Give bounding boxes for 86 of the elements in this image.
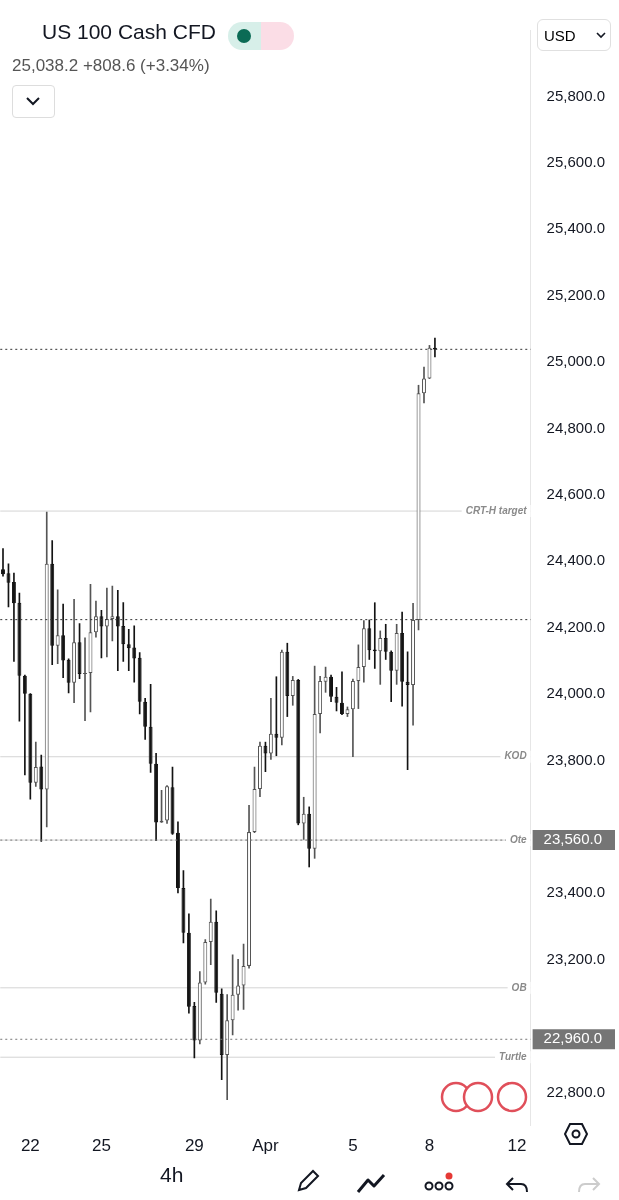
candlestick: [383, 623, 388, 660]
text: 4h: [160, 1163, 184, 1187]
candlestick: [290, 676, 295, 706]
candlestick: [137, 652, 142, 715]
candlestick: [50, 540, 55, 666]
candlestick: [219, 988, 224, 1081]
ref-line-label: KOD: [504, 750, 527, 762]
y-tick-label: 22,800.0: [546, 1082, 605, 1100]
candlestick: [203, 939, 208, 985]
candlestick: [258, 741, 262, 797]
candlestick: [247, 804, 252, 969]
candlestick: [99, 610, 104, 659]
candlestick: [329, 674, 334, 702]
y-tick-label: 25,600.0: [546, 152, 605, 170]
candlestick: [175, 821, 180, 894]
x-tick-label: 29: [184, 1136, 204, 1156]
y-tick-label: 25,000.0: [546, 352, 605, 370]
y-tick-label: 23,200.0: [546, 949, 605, 967]
y-tick-label: 24,400.0: [546, 551, 605, 569]
candlestick: [55, 589, 60, 665]
ref-line-label: 23,560.0: [543, 830, 602, 848]
candlestick: [192, 1002, 197, 1059]
candlestick: [39, 754, 44, 842]
candlestick: [263, 741, 268, 773]
candlestick: [323, 666, 328, 693]
x-tick-label: 25: [91, 1136, 111, 1156]
y-tick-label: 23,400.0: [546, 883, 605, 901]
y-tick-label: 25,200.0: [546, 285, 605, 303]
candlestick: [11, 572, 16, 662]
candlestick: [230, 954, 235, 1036]
candlestick: [340, 671, 344, 715]
candlestick: [17, 592, 22, 722]
candlestick: [301, 796, 306, 840]
y-tick-label: 24,000.0: [546, 684, 605, 702]
ref-line-label: Ote: [509, 833, 528, 845]
x-tick-label: 8: [424, 1136, 435, 1156]
y-tick-label: 24,200.0: [546, 617, 605, 635]
candlestick: [312, 665, 317, 859]
candlestick: [394, 623, 399, 685]
candlestick: [6, 563, 11, 608]
candlestick: [422, 366, 426, 404]
candlestick: [427, 345, 432, 379]
candlestick: [83, 637, 87, 721]
candlestick: [165, 785, 169, 824]
candlestick: [148, 684, 153, 773]
y-tick-label: 24,800.0: [546, 418, 605, 436]
candlestick: [241, 943, 246, 1010]
candlestick: [1, 548, 5, 577]
candlestick: [93, 600, 98, 638]
text: 25,038.2 +808.6 (+3.34%): [12, 56, 210, 76]
chart-title: US 100 Cash CFD: [42, 20, 216, 44]
y-tick-label: 23,800.0: [546, 750, 605, 768]
candlestick: [378, 630, 383, 685]
candlestick: [115, 590, 120, 672]
candlestick: [66, 658, 71, 694]
ref-line-label: CRT-H target: [465, 504, 528, 516]
candlestick: [121, 602, 126, 662]
candlestick: [285, 642, 290, 717]
y-tick-label: 25,800.0: [546, 86, 605, 104]
x-tick-label: 22: [20, 1136, 40, 1156]
candlestick: [208, 898, 213, 965]
candlestick: [132, 625, 137, 683]
y-tick-label: 25,400.0: [546, 219, 605, 237]
y-tick-label: 24,600.0: [546, 484, 605, 502]
candlestick: [367, 619, 372, 660]
candlestick: [77, 623, 82, 680]
candlestick: [274, 676, 279, 757]
candlestick: [28, 693, 33, 800]
candlestick: [236, 958, 241, 1011]
candlestick: [22, 674, 27, 776]
candlestick: [45, 511, 48, 828]
ref-line-label: 22,960.0: [543, 1029, 602, 1047]
candlestick: [345, 706, 350, 717]
candlestick: [181, 870, 186, 944]
ref-line-label: Turtle: [499, 1050, 528, 1062]
x-tick-label: Apr: [252, 1136, 279, 1156]
candlestick: [110, 585, 115, 642]
x-tick-label: 5: [348, 1136, 358, 1156]
candlestick: [104, 587, 109, 658]
candlestick: [296, 679, 301, 826]
text: USD: [537, 19, 611, 51]
candlestick: [356, 644, 361, 709]
ref-line-label: OB: [511, 981, 527, 993]
candlestick: [126, 628, 131, 672]
x-tick-label: 12: [507, 1136, 527, 1156]
candlestick: [214, 910, 219, 1003]
